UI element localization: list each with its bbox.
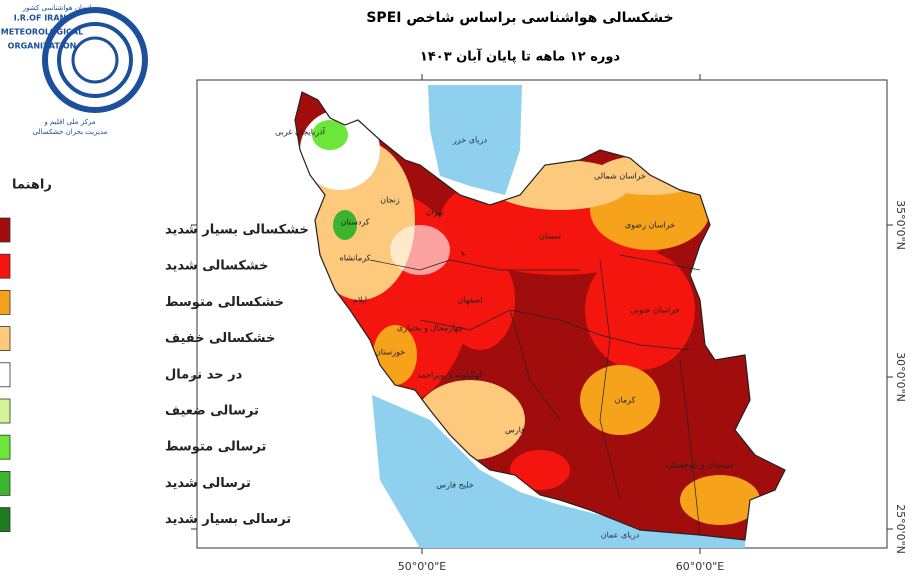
legend-swatch xyxy=(0,362,11,388)
lat-tick-label: 25°0'0"N xyxy=(894,504,907,554)
lon-tick-label: 50°0'0"E xyxy=(398,560,447,573)
logo: سازمان هواشناسی کشور I.R.OF IRAN METEORO… xyxy=(1,4,148,136)
legend-label: ترسالی متوسط xyxy=(165,440,266,455)
logo-text: مدیریت بحران خشکسالی xyxy=(33,128,108,136)
subtitle: دوره ۱۲ ماهه تا پایان آبان ۱۴۰۳ xyxy=(420,48,621,65)
legend-label: خشکسالی بسیار شدید xyxy=(165,223,309,238)
sea-label: خلیج فارس xyxy=(436,481,474,490)
caspian-sea xyxy=(428,85,522,195)
province-label: سمنان xyxy=(539,232,561,241)
province-label: کهگیلویه و بویراحمد xyxy=(417,370,483,380)
legend: خشکسالی بسیار شدید خشکسالی شدید خشکسالی مت… xyxy=(0,217,309,533)
province-label: اصفهان xyxy=(457,296,482,305)
logo-text: مرکز ملی اقلیم و xyxy=(43,118,95,126)
sea-label: دریای عمان xyxy=(601,531,640,540)
logo-text: ORGANIZATION xyxy=(8,42,77,51)
province-label: چهارمحال و بختیاری xyxy=(397,324,463,333)
logo-text: سازمان هواشناسی کشور xyxy=(22,4,98,12)
province-label: خراسان جنوبی xyxy=(630,306,680,315)
legend-swatch xyxy=(0,434,11,460)
province-label: خراسان رضوی xyxy=(625,221,675,230)
province-label: کردستان xyxy=(340,218,369,227)
axis-ticks: 50°0'0"E 60°0'0"E 35°0'0"N 30°0'0"N 25°0'0"N xyxy=(191,74,907,573)
lon-tick-label: 60°0'0"E xyxy=(676,560,725,573)
province-label: کرمان xyxy=(615,396,636,405)
province-label: کرمانشاه xyxy=(340,254,371,263)
province-label: زنجان xyxy=(380,196,400,205)
legend-label: ترسالی ضعیف xyxy=(165,404,259,419)
province-label: آذربایجان غربی xyxy=(275,127,326,137)
legend-swatch xyxy=(0,289,11,315)
title: خشکسالی هواشناسی براساس شاخص SPEI xyxy=(366,10,673,26)
legend-label: خشکسالی متوسط xyxy=(165,295,284,310)
legend-swatch xyxy=(0,507,11,533)
logo-text: METEOROLOGICAL xyxy=(1,28,83,37)
province-label: خوزستان xyxy=(375,348,405,357)
province-borders xyxy=(369,254,701,536)
legend-label: ترسالی بسیار شدید xyxy=(165,512,291,527)
persian-gulf xyxy=(372,395,745,548)
legend-swatch xyxy=(0,398,11,424)
province-label: خراسان شمالی xyxy=(594,172,646,181)
legend-label: ترسالی شدید xyxy=(165,476,251,491)
legend-swatch xyxy=(0,326,11,352)
sea-label: دریای خزر xyxy=(452,136,488,145)
province-label: فارس xyxy=(505,426,525,435)
legend-swatch xyxy=(0,217,11,243)
legend-label: در حد نرمال xyxy=(165,367,243,382)
province-label: ایلام xyxy=(353,296,367,305)
lat-tick-label: 35°0'0"N xyxy=(894,200,907,250)
province-label: تهران xyxy=(426,208,444,217)
lat-tick-label: 30°0'0"N xyxy=(894,352,907,402)
map-labels: دریای خزر خلیج فارس دریای عمان آذربایجان غر… xyxy=(275,127,734,540)
legend-title: راهنما xyxy=(12,178,52,193)
country-border xyxy=(294,91,786,541)
province-label: سیستان و بلوچستان xyxy=(666,461,734,470)
legend-label: خشکسالی شدید xyxy=(165,259,269,274)
legend-swatch xyxy=(0,253,11,279)
logo-text: I.R.OF IRAN xyxy=(14,14,66,23)
legend-swatch xyxy=(0,470,11,496)
legend-label: خشکسالی خفیف xyxy=(165,331,275,346)
